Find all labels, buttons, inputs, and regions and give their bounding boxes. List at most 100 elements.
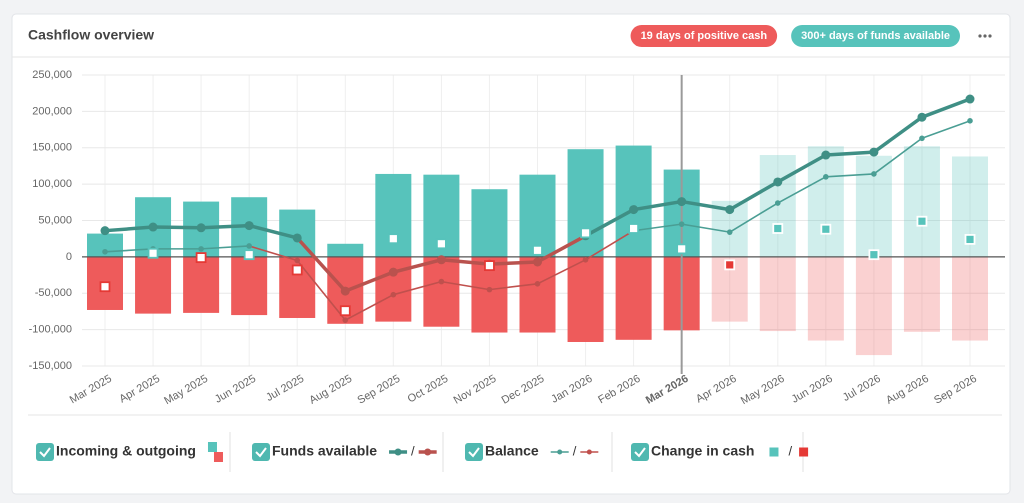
legend-label: Balance [485, 443, 539, 459]
outgoing-bar [423, 256, 460, 327]
line-point [148, 222, 158, 232]
card [11, 13, 1011, 495]
change-marker [387, 233, 399, 245]
line-point [102, 248, 108, 255]
incoming-bar [855, 155, 892, 257]
change-marker [916, 215, 928, 227]
checkbox [631, 443, 649, 461]
outgoing-bar [903, 256, 940, 332]
line-point [294, 257, 301, 264]
change-marker [435, 238, 447, 250]
line-segment [632, 223, 683, 232]
line-segment [487, 260, 540, 266]
line-segment [344, 293, 395, 321]
change-marker [339, 305, 351, 317]
y-tick-label: 250,000 [32, 69, 72, 81]
line-point [678, 221, 685, 227]
change-marker [676, 243, 688, 255]
line-point [821, 150, 831, 160]
line-segment [824, 150, 876, 157]
incoming-bar [759, 155, 796, 257]
line-segment [535, 234, 588, 264]
line-point [582, 256, 589, 263]
change-marker [484, 260, 495, 272]
checkbox [252, 443, 270, 461]
outgoing-bar [952, 256, 988, 341]
y-tick-label: 50,000 [38, 214, 72, 226]
line-point [246, 243, 252, 249]
legend-item[interactable]: Change in cash / [631, 443, 809, 461]
card-title: Cashflow overview [28, 27, 154, 43]
y-tick-label: 100,000 [32, 178, 72, 190]
change-marker [99, 281, 111, 293]
legend-dot [394, 448, 402, 456]
legend-separator: / [573, 443, 577, 458]
y-tick-label: -50,000 [35, 287, 72, 299]
badge: 300+ days of funds available [791, 25, 960, 47]
checkbox [36, 443, 54, 461]
y-tick-label: -100,000 [29, 324, 72, 336]
line-segment [728, 202, 779, 233]
line-point [773, 177, 783, 187]
line-point [438, 278, 445, 285]
legend-item[interactable]: Incoming & outgoing [36, 442, 223, 462]
change-marker [580, 227, 591, 239]
outgoing-bar [807, 256, 844, 341]
line-point [390, 291, 397, 298]
line-segment [921, 120, 971, 140]
line-segment [247, 223, 299, 240]
line-segment [200, 245, 250, 250]
line-segment [248, 245, 299, 262]
line-segment [727, 180, 780, 212]
legend-item[interactable]: Balance / [465, 443, 599, 461]
outgoing-bar [615, 256, 652, 340]
badge-pill [630, 25, 778, 47]
incoming-bar [615, 145, 652, 257]
outgoing-bar [375, 256, 412, 322]
legend-separator: / [411, 443, 415, 458]
outgoing-bar [519, 256, 556, 333]
more-menu[interactable] [978, 34, 992, 38]
badge-text: 300+ days of funds available [801, 30, 950, 42]
checkmark [634, 447, 646, 458]
legend-swatch [799, 447, 809, 457]
legend-separator: / [788, 443, 792, 458]
line-point [244, 221, 254, 231]
y-tick-label: 150,000 [32, 142, 72, 154]
badge-pill [791, 25, 960, 47]
line-segment [199, 223, 251, 230]
outgoing-bar [759, 256, 796, 332]
change-marker [628, 223, 640, 234]
plot: -150,000 -100,000 -50,000 0 50,000 100,000 150… [29, 69, 1005, 407]
line-segment [679, 199, 732, 212]
outgoing-bar [135, 256, 172, 314]
line-segment [488, 282, 539, 291]
line-point [292, 233, 302, 243]
badge: 19 days of positive cash [630, 25, 778, 47]
change-marker [772, 223, 784, 234]
legend-dot [557, 449, 563, 455]
legend-item[interactable]: Funds available / [252, 443, 437, 461]
change-marker [532, 244, 543, 256]
line-point [677, 197, 687, 207]
incoming-bar [375, 173, 412, 257]
incoming-bar [471, 189, 508, 257]
line-segment [631, 199, 684, 212]
change-marker [724, 259, 736, 271]
y-tick-label: 0 [66, 251, 72, 263]
line-segment [295, 236, 348, 293]
line-point [965, 94, 975, 104]
incoming-bar [519, 174, 556, 257]
outgoing-bar [183, 256, 220, 313]
line-point [917, 112, 927, 122]
legend-swatch [213, 452, 223, 462]
line-segment [103, 225, 155, 233]
line-segment [776, 176, 827, 204]
line-point [342, 317, 349, 323]
line-point [823, 174, 829, 180]
outgoing-bar [231, 256, 268, 316]
line-point [340, 286, 350, 296]
line-point [967, 118, 973, 124]
legend-swatch [769, 447, 779, 457]
legend-dot [586, 449, 592, 455]
